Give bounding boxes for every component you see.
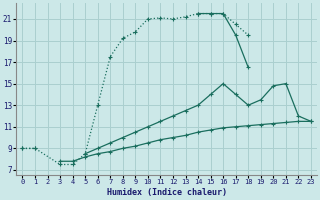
X-axis label: Humidex (Indice chaleur): Humidex (Indice chaleur) (107, 188, 227, 197)
